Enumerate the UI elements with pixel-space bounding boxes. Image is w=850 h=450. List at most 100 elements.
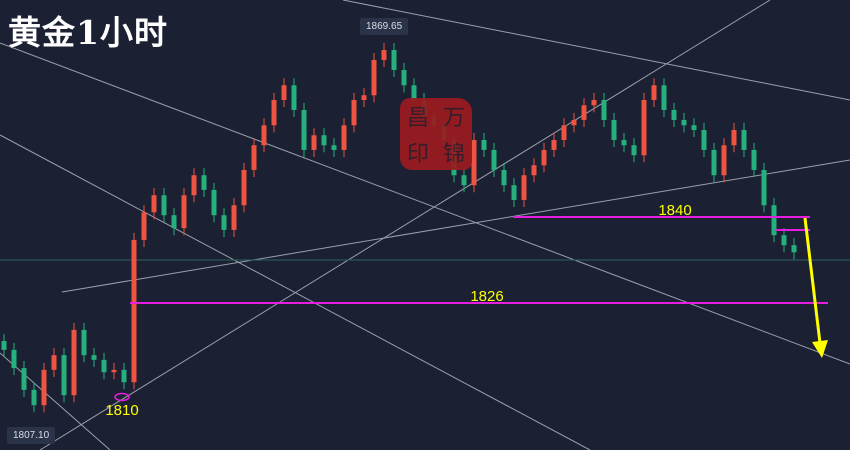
level-1840-label: 1840 bbox=[658, 202, 691, 219]
candle-body bbox=[201, 175, 207, 190]
candle bbox=[741, 122, 747, 158]
candle bbox=[211, 182, 217, 223]
candle-body bbox=[611, 119, 617, 140]
candle bbox=[371, 52, 377, 103]
trendline-descending-3[interactable] bbox=[0, 352, 111, 450]
candle bbox=[751, 142, 757, 178]
candle-body bbox=[21, 368, 27, 390]
candle bbox=[251, 138, 257, 178]
candle-body bbox=[461, 175, 467, 186]
candle bbox=[121, 362, 127, 390]
candle bbox=[321, 128, 327, 153]
candle bbox=[361, 88, 367, 108]
candle-body bbox=[281, 85, 287, 100]
candle bbox=[681, 112, 687, 133]
candle bbox=[131, 232, 137, 390]
candle bbox=[141, 205, 147, 247]
candle-body bbox=[481, 139, 487, 150]
candle-body bbox=[251, 145, 257, 170]
candle bbox=[511, 178, 517, 207]
candle bbox=[621, 132, 627, 153]
candles bbox=[1, 42, 797, 413]
candle-body bbox=[751, 149, 757, 170]
candle-body bbox=[261, 125, 267, 146]
candle bbox=[1, 334, 7, 357]
candle-body bbox=[11, 349, 17, 369]
candle-body bbox=[741, 129, 747, 150]
candle bbox=[701, 122, 707, 158]
candle bbox=[641, 92, 647, 163]
trendline-rising-1[interactable] bbox=[39, 0, 771, 450]
candle bbox=[11, 342, 17, 376]
candle bbox=[401, 62, 407, 93]
candle-body bbox=[681, 119, 687, 126]
candle-body bbox=[131, 239, 137, 383]
candle bbox=[111, 362, 117, 380]
candle bbox=[31, 382, 37, 413]
candle-body bbox=[381, 49, 387, 60]
candle-body bbox=[671, 109, 677, 120]
candle-body bbox=[501, 169, 507, 186]
candle-body bbox=[311, 135, 317, 150]
candle bbox=[791, 238, 797, 260]
candle bbox=[541, 142, 547, 173]
candle-body bbox=[361, 95, 367, 100]
support-levels: 1840 1826 1810 bbox=[105, 202, 828, 419]
candle-body bbox=[541, 149, 547, 166]
candle-body bbox=[791, 245, 797, 253]
candle-body bbox=[511, 185, 517, 200]
candle-body bbox=[591, 99, 597, 106]
candle-body bbox=[551, 139, 557, 150]
candle-body bbox=[61, 355, 67, 396]
candle bbox=[591, 92, 597, 113]
candle bbox=[341, 118, 347, 158]
candle-body bbox=[51, 355, 57, 370]
low-price-label: 1807.10 bbox=[7, 427, 56, 444]
candle bbox=[491, 142, 497, 178]
candle bbox=[221, 208, 227, 237]
candle bbox=[551, 132, 557, 158]
candle bbox=[481, 132, 487, 158]
trendline-rising-2[interactable] bbox=[61, 159, 850, 293]
trendline-descending-1[interactable] bbox=[0, 42, 850, 365]
candle-body bbox=[101, 359, 107, 373]
candle-body bbox=[211, 189, 217, 216]
candle-body bbox=[221, 215, 227, 230]
candle bbox=[531, 158, 537, 183]
level-1810-label: 1810 bbox=[105, 402, 138, 419]
down-arrow-icon bbox=[803, 217, 828, 358]
candle-body bbox=[631, 145, 637, 156]
candle bbox=[771, 198, 777, 243]
candle bbox=[581, 98, 587, 128]
candle bbox=[521, 168, 527, 207]
candle-body bbox=[231, 205, 237, 230]
candle bbox=[381, 42, 387, 68]
candle bbox=[181, 188, 187, 236]
candle bbox=[231, 198, 237, 237]
candle-body bbox=[341, 125, 347, 150]
candle-body bbox=[91, 355, 97, 360]
candle-body bbox=[121, 369, 127, 383]
candle-body bbox=[621, 139, 627, 146]
candle-body bbox=[531, 165, 537, 176]
candle-body bbox=[651, 85, 657, 100]
candle bbox=[91, 348, 97, 367]
candle bbox=[301, 102, 307, 158]
seal-stamp: 昌 万 印 锦 bbox=[400, 98, 472, 170]
candle-body bbox=[471, 139, 477, 186]
candle-body bbox=[141, 212, 147, 240]
candle-body bbox=[641, 99, 647, 156]
candle bbox=[721, 138, 727, 183]
candle bbox=[571, 112, 577, 133]
candle bbox=[311, 128, 317, 158]
candle-body bbox=[691, 125, 697, 130]
candle-body bbox=[701, 129, 707, 150]
candle-body bbox=[181, 195, 187, 229]
trendline-top[interactable] bbox=[342, 0, 850, 101]
candle bbox=[661, 78, 667, 118]
seal-char: 万 bbox=[442, 106, 465, 131]
candle-body bbox=[491, 149, 497, 170]
level-1810-marker[interactable] bbox=[114, 392, 130, 402]
candle-body bbox=[241, 169, 247, 206]
